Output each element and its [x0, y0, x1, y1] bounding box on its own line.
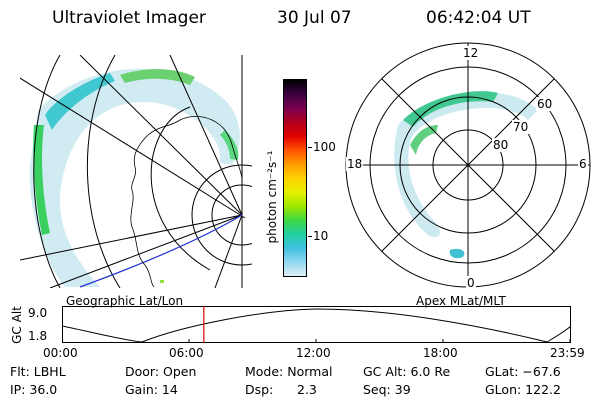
time-label: 06:42:04 UT	[426, 8, 531, 28]
dsp-value: 2.3	[297, 382, 317, 397]
aurora-emission-band	[29, 68, 240, 287]
colorbar-tick-mark	[308, 147, 312, 148]
door-info: Door: Open	[125, 364, 197, 379]
polar-aurora-patch	[449, 248, 465, 259]
altitude-curve	[62, 308, 572, 343]
seq-info: Seq: 39	[363, 382, 411, 397]
polar-mlt-panel	[345, 42, 591, 288]
dsp-label: Dsp:	[245, 382, 274, 397]
magnetic-latitude-line	[79, 214, 243, 288]
filter-info: Flt: LBHL	[10, 364, 66, 379]
geographic-caption: Geographic Lat/Lon	[66, 294, 184, 308]
geographic-image-panel	[20, 55, 252, 288]
bright-pixel-marker	[160, 280, 164, 283]
colorbar-tick-100: 100	[313, 140, 336, 154]
altitude-strip-plot	[62, 306, 572, 343]
mode-info: Mode: Normal	[245, 364, 333, 379]
gc-alt-info: GC Alt: 6.0 Re	[363, 364, 451, 379]
polar-aurora-emission	[394, 92, 538, 237]
mlt-label-12: 12	[462, 46, 480, 60]
polar-aurora-bright	[403, 91, 498, 127]
apex-caption: Apex MLat/MLT	[416, 294, 506, 308]
aurora-bright-left	[33, 125, 50, 235]
polar-aurora-bright-2	[410, 125, 438, 155]
colorbar-gradient	[284, 80, 306, 276]
aurora-bright-right	[220, 130, 239, 160]
alt-tick-low: 1.8	[28, 329, 48, 343]
mlt-label-18: 18	[346, 157, 364, 171]
aurora-bright-top	[120, 69, 195, 85]
ip-info: IP: 36.0	[10, 382, 58, 397]
mlat-label-80: 80	[492, 138, 510, 152]
colorbar	[283, 79, 307, 277]
alt-tick-high: 9.0	[28, 306, 48, 320]
colorbar-unit-label: photon cm⁻²s⁻¹	[265, 150, 279, 244]
mlt-label-0: 0	[466, 276, 476, 290]
date-label: 30 Jul 07	[277, 8, 352, 28]
altitude-strip-frame	[62, 306, 571, 343]
polar-grid	[345, 42, 591, 288]
coastline-outline	[130, 115, 243, 288]
aurora-bright-arc	[45, 73, 115, 130]
time-tick-4: 23:59	[550, 346, 585, 360]
time-tick-2: 12:00	[296, 346, 331, 360]
colorbar-tick-10: 10	[313, 229, 329, 243]
time-tick-3: 18:00	[423, 346, 458, 360]
glat-info: GLat: −67.6	[485, 364, 561, 379]
altitude-strip-ticks	[62, 339, 571, 343]
mlat-label-60: 60	[536, 97, 554, 111]
colorbar-tick-mark	[308, 236, 312, 237]
mlat-label-70: 70	[512, 120, 530, 134]
gc-alt-axis-label: GC Alt	[10, 306, 24, 344]
glon-info: GLon: 122.2	[485, 382, 561, 397]
time-tick-1: 06:00	[169, 346, 204, 360]
time-tick-0: 00:00	[43, 346, 78, 360]
mlt-label-6: 6	[578, 157, 588, 171]
geo-grid	[20, 55, 252, 288]
instrument-title: Ultraviolet Imager	[52, 8, 206, 28]
gain-info: Gain: 14	[125, 382, 178, 397]
